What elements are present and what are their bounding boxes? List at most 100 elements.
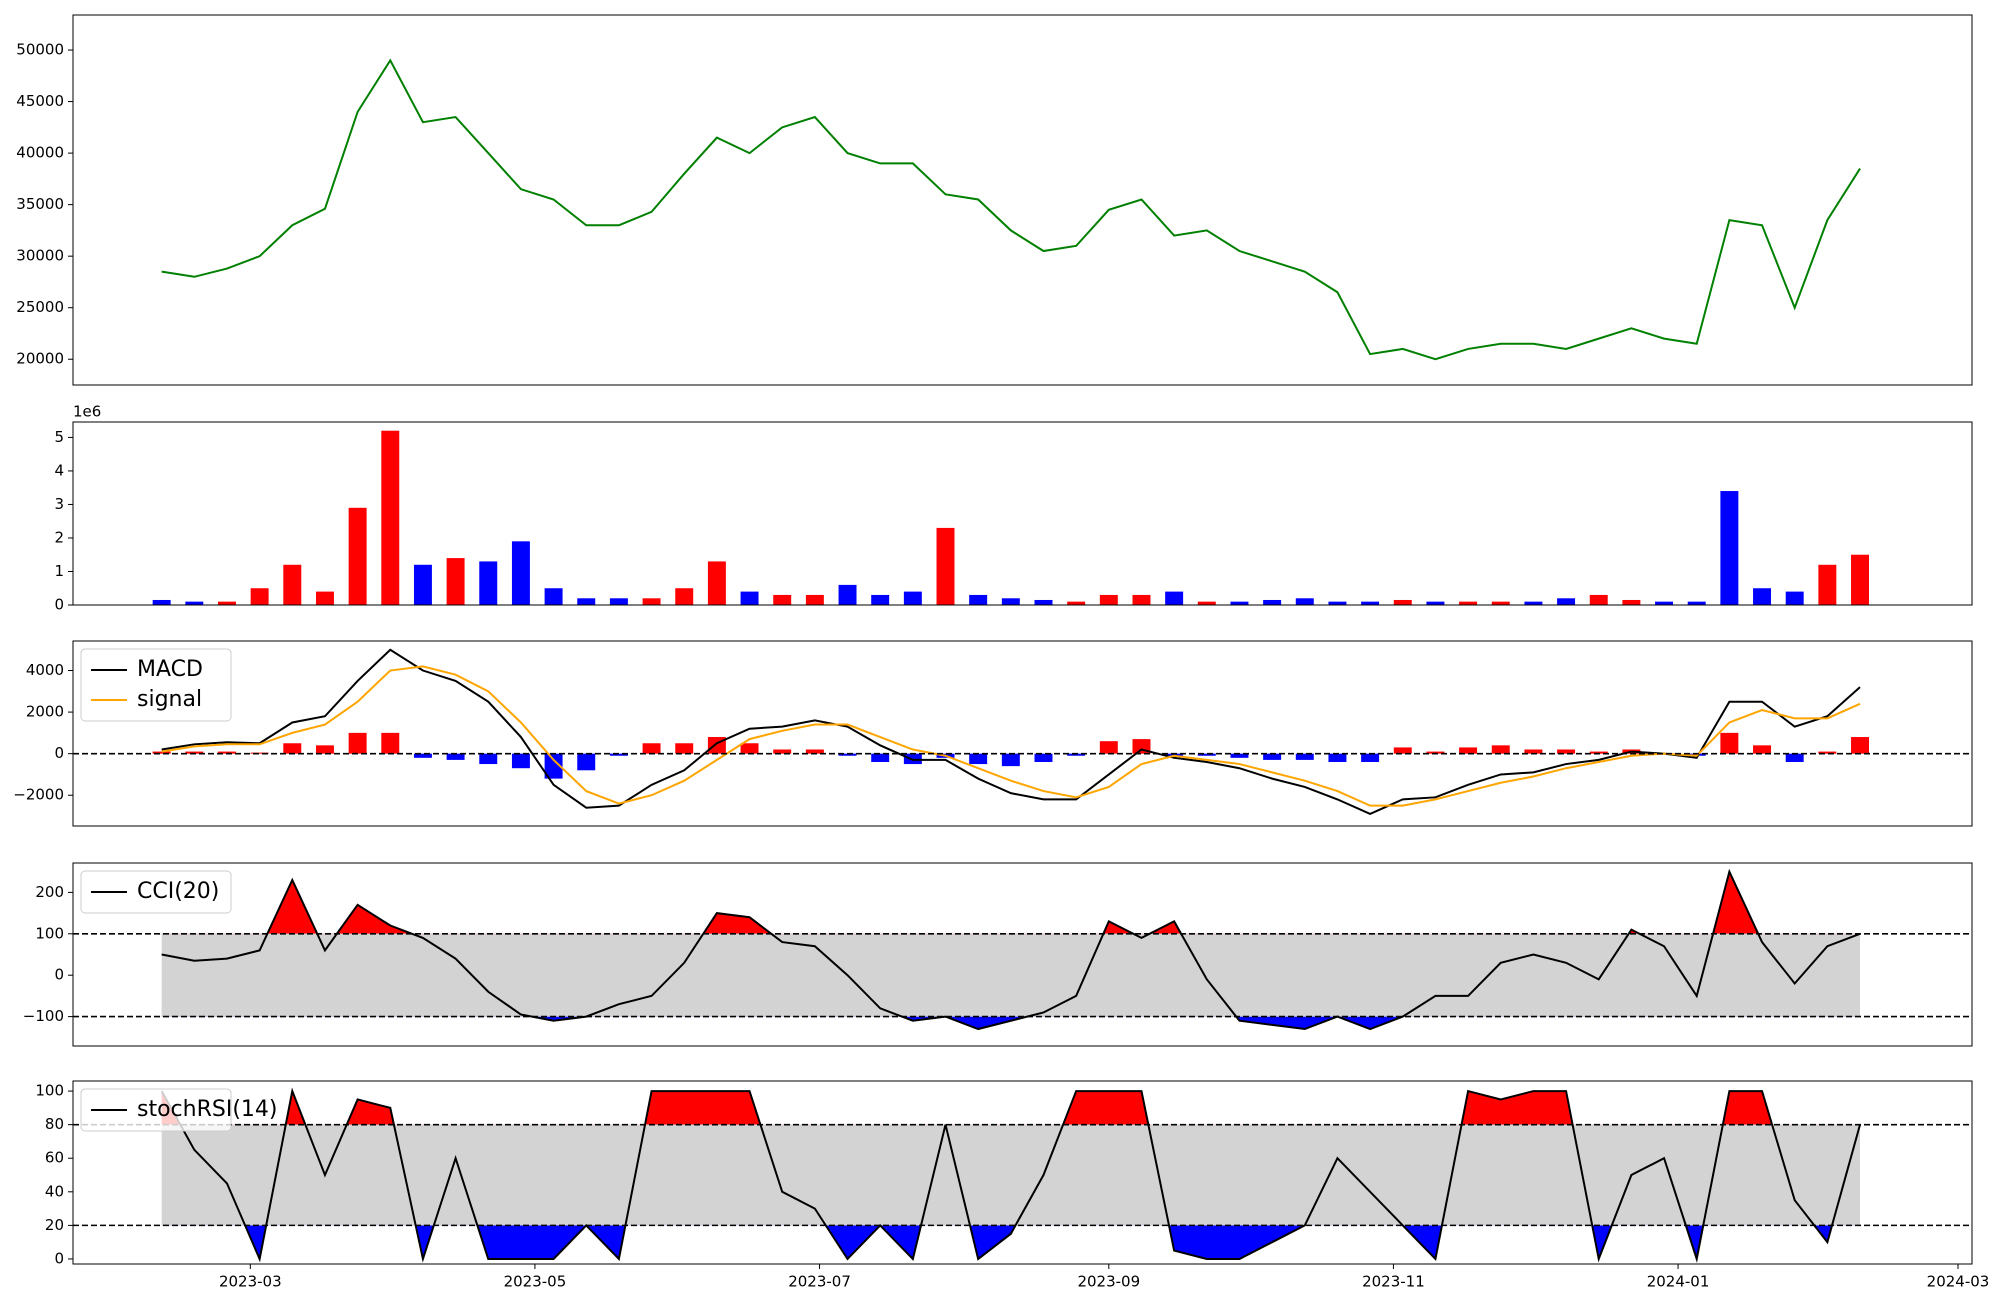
histogram-bar [1361,753,1380,762]
y-tick-label: 3 [54,495,64,513]
volume-bar [1132,594,1151,605]
volume-bar [1230,601,1249,605]
volume-bar [1491,601,1510,605]
histogram-bar [1034,753,1053,762]
volume-bar [1851,554,1870,605]
histogram-bar [1263,753,1282,760]
volume-bar [1067,601,1086,605]
y-tick-label: 100 [35,924,64,942]
panel-frame [72,1080,1973,1265]
histogram-bar [348,732,367,754]
y-tick-label: 4 [54,461,64,479]
histogram-bar [250,752,269,754]
y-tick-label: 5 [54,428,64,446]
y-tick-label: 25000 [16,298,64,316]
volume-bar [315,591,334,605]
volume-bar [805,594,824,605]
histogram-bar [185,751,204,754]
volume-bar [1655,601,1674,605]
histogram-bar [315,745,334,754]
histogram-bar [381,732,400,754]
plot-area [152,430,1870,605]
histogram-bar [969,753,988,765]
y-tick-label: 0 [54,596,64,614]
y-tick-label: 4000 [26,661,64,679]
histogram-bar [1165,753,1184,756]
volume-bar [413,564,432,605]
volume-bar [1263,599,1282,605]
series-line [161,665,1861,807]
y-tick-label: 35000 [16,195,64,213]
y-tick-label: 2000 [26,703,64,721]
y-tick-label: 60 [45,1149,64,1167]
legend-label: CCI(20) [137,879,219,904]
volume-bar [740,591,759,605]
series-line [160,1087,1861,1263]
x-tick-label: 2023-11 [1362,1273,1425,1291]
y-tick-label: 200 [35,883,64,901]
volume-bar [1099,594,1118,605]
volume-bar [675,588,694,605]
neutral-band [161,933,1861,1017]
volume-bar [283,564,302,605]
histogram-bar [1197,753,1216,756]
volume-bar [903,591,922,605]
volume-bar [773,594,792,605]
volume-bar [381,430,400,605]
y-tick-label: 100 [35,1082,64,1100]
histogram-bar [1851,737,1870,754]
volume-bar [479,561,498,605]
y-tick-label: 80 [45,1115,64,1133]
volume-bar [1622,599,1641,605]
x-tick-label: 2023-09 [1077,1273,1140,1291]
y-tick-label: 50000 [16,41,64,59]
volume-bar [1393,599,1412,605]
y-tick-label: 30000 [16,247,64,265]
histogram-bar [1001,753,1020,767]
volume-bar [1687,601,1706,605]
histogram-bar [544,753,563,779]
y-tick-label: 2 [54,528,64,546]
volume-bar [1818,564,1837,605]
volume-bar [1034,599,1053,605]
histogram-bar [609,753,628,756]
histogram-bar [1785,753,1804,762]
volume-bar [1295,598,1314,605]
volume-bar [969,594,988,605]
legend-box [80,1088,232,1132]
volume-bar [838,584,857,605]
y-tick-label: 45000 [16,92,64,110]
series-line [161,58,1861,361]
y-tick-label: 0 [54,744,64,762]
histogram-bar [1491,745,1510,754]
x-tick-label: 2024-03 [1927,1273,1990,1291]
volume-bar [446,558,465,605]
y-tick-label: −100 [23,1007,64,1025]
volume-bar [642,598,661,605]
histogram-bar [1426,751,1445,754]
y-tick-label: 0 [54,966,64,984]
volume-bar [511,541,530,605]
histogram-bar [283,743,302,754]
histogram-bar [1818,751,1837,754]
histogram-bar [1393,747,1412,754]
y-tick-label: −2000 [13,786,64,804]
volume-bar [185,601,204,605]
histogram-bar [511,753,530,769]
histogram-bar [446,753,465,760]
series-line [161,868,1861,1031]
histogram-bar [1720,732,1739,754]
volume-bar [1589,594,1608,605]
panel-frame [72,14,1973,386]
volume-bar [217,601,236,605]
histogram-bar [773,749,792,754]
histogram-bar [1589,751,1608,754]
histogram-bar [1328,753,1347,762]
histogram-bar [479,753,498,765]
volume-bar [1197,601,1216,605]
x-tick-label: 2023-05 [504,1273,567,1291]
y-tick-label: 0 [54,1249,64,1267]
volume-bar [544,588,563,605]
histogram-bar [1459,747,1478,754]
